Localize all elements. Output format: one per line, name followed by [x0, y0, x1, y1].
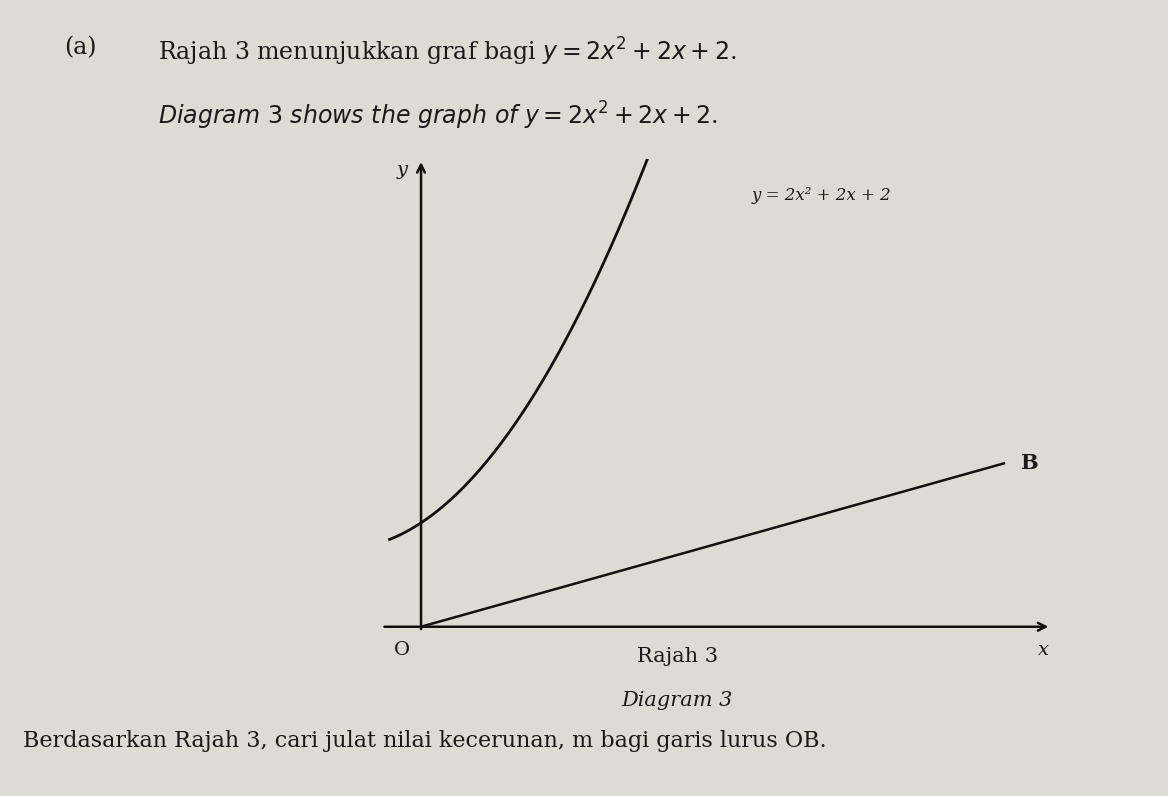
Text: $\it{Diagram\ 3\ shows\ the\ graph\ of}$ $y = 2x^2 + 2x + 2$.: $\it{Diagram\ 3\ shows\ the\ graph\ of}$… [158, 100, 718, 131]
Text: y = 2x² + 2x + 2: y = 2x² + 2x + 2 [752, 187, 891, 204]
Text: B: B [1020, 454, 1037, 474]
Text: Rajah 3 menunjukkan graf bagi $y = 2x^2 + 2x + 2$.: Rajah 3 menunjukkan graf bagi $y = 2x^2 … [158, 36, 736, 68]
Text: (a): (a) [64, 36, 97, 59]
Text: x: x [1038, 641, 1049, 659]
Text: y: y [397, 161, 408, 178]
Text: Berdasarkan Rajah 3, cari julat nilai kecerunan, m bagi garis lurus OB.: Berdasarkan Rajah 3, cari julat nilai ke… [23, 730, 827, 752]
Text: Diagram 3: Diagram 3 [621, 691, 734, 710]
Text: Rajah 3: Rajah 3 [637, 647, 718, 666]
Text: O: O [394, 641, 410, 659]
